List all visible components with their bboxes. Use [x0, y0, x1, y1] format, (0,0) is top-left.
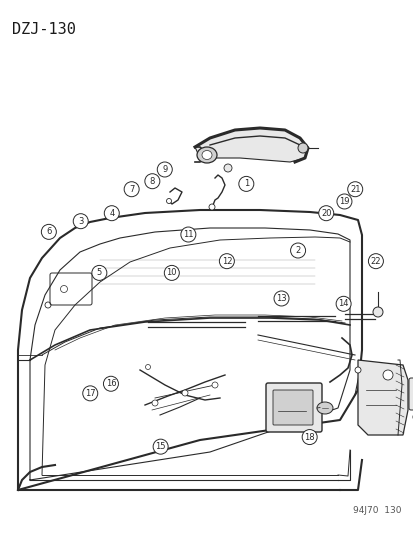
Circle shape — [124, 182, 139, 197]
Circle shape — [145, 174, 159, 189]
Text: 1: 1 — [243, 180, 248, 188]
Circle shape — [73, 214, 88, 229]
Circle shape — [182, 390, 188, 396]
Text: 22: 22 — [370, 257, 380, 265]
Text: 3: 3 — [78, 217, 83, 225]
Text: 6: 6 — [46, 228, 51, 236]
Circle shape — [219, 254, 234, 269]
Ellipse shape — [197, 147, 216, 163]
Text: 21: 21 — [349, 185, 360, 193]
Text: 14: 14 — [337, 300, 348, 308]
Text: 15: 15 — [155, 442, 166, 451]
Text: 19: 19 — [338, 197, 349, 206]
Circle shape — [301, 430, 316, 445]
Circle shape — [238, 176, 253, 191]
Circle shape — [336, 194, 351, 209]
Text: 5: 5 — [97, 269, 102, 277]
Circle shape — [347, 182, 362, 197]
Circle shape — [223, 164, 231, 172]
Circle shape — [318, 206, 333, 221]
Circle shape — [297, 143, 307, 153]
Circle shape — [83, 386, 97, 401]
FancyBboxPatch shape — [266, 383, 321, 432]
Circle shape — [157, 162, 172, 177]
Text: 18: 18 — [304, 433, 314, 441]
Circle shape — [164, 265, 179, 280]
Ellipse shape — [412, 412, 413, 422]
Text: 8: 8 — [150, 177, 154, 185]
Circle shape — [41, 224, 56, 239]
Text: 2: 2 — [295, 246, 300, 255]
Circle shape — [382, 370, 392, 380]
Polygon shape — [357, 360, 407, 435]
Circle shape — [153, 439, 168, 454]
Text: 94J70  130: 94J70 130 — [353, 506, 401, 515]
FancyBboxPatch shape — [408, 378, 413, 410]
Text: 16: 16 — [105, 379, 116, 388]
Text: 17: 17 — [85, 389, 95, 398]
Circle shape — [103, 376, 118, 391]
Circle shape — [335, 296, 350, 311]
Circle shape — [273, 291, 288, 306]
Ellipse shape — [202, 150, 211, 159]
Text: 7: 7 — [129, 185, 134, 193]
Circle shape — [211, 382, 218, 388]
Text: 10: 10 — [166, 269, 177, 277]
Text: 20: 20 — [320, 209, 331, 217]
Circle shape — [368, 254, 382, 269]
Polygon shape — [195, 128, 307, 162]
Circle shape — [209, 204, 214, 210]
Circle shape — [104, 206, 119, 221]
Text: 9: 9 — [162, 165, 167, 174]
Text: 4: 4 — [109, 209, 114, 217]
Circle shape — [92, 265, 107, 280]
Circle shape — [166, 198, 171, 204]
Text: 13: 13 — [275, 294, 286, 303]
Ellipse shape — [316, 402, 332, 414]
Text: 12: 12 — [221, 257, 232, 265]
Circle shape — [152, 400, 158, 406]
Circle shape — [180, 227, 195, 242]
Circle shape — [354, 367, 360, 373]
Circle shape — [372, 307, 382, 317]
FancyBboxPatch shape — [272, 390, 312, 425]
Text: DZJ-130: DZJ-130 — [12, 22, 76, 37]
Text: 11: 11 — [183, 230, 193, 239]
Circle shape — [290, 243, 305, 258]
